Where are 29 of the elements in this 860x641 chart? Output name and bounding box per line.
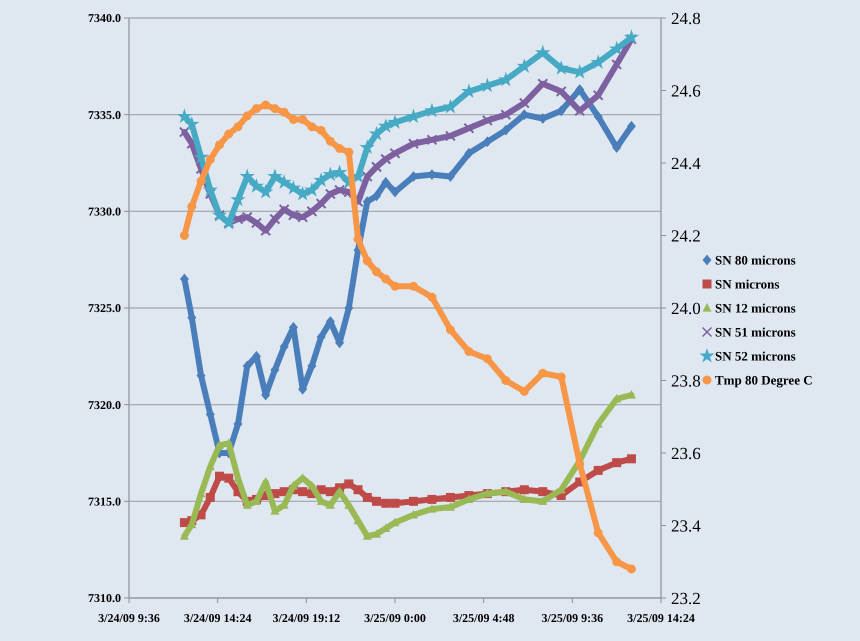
- y2-tick-label: 23.6: [671, 444, 701, 463]
- y-tick-label: 7340.0: [88, 11, 121, 26]
- legend-label: SN 80 microns: [715, 252, 796, 268]
- x-tick-label: 3/25/09 0:00: [364, 611, 426, 625]
- legend-label: Tmp 80 Degree C: [715, 372, 813, 388]
- x-tick-label: 3/24/09 19:12: [272, 611, 340, 625]
- y2-tick-label: 24.4: [671, 154, 702, 173]
- legend-label: SN microns: [715, 276, 780, 292]
- y2-tick-label: 24.0: [671, 298, 701, 318]
- y2-tick-label: 23.2: [671, 588, 701, 608]
- legend-label: SN 12 microns: [715, 300, 796, 316]
- x-tick-label: 3/25/09 14:24: [627, 611, 695, 625]
- x-tick-label: 3/24/09 9:36: [98, 611, 160, 625]
- y-tick-label: 7310.0: [88, 591, 121, 606]
- y2-tick-label: 23.8: [671, 371, 701, 390]
- legend-label: SN 51 microns: [715, 324, 796, 340]
- y-tick-label: 7325.0: [88, 301, 121, 316]
- y-tick-label: 7335.0: [88, 108, 121, 122]
- y-tick-label: 7330.0: [88, 204, 121, 219]
- y2-tick-label: 24.2: [671, 226, 701, 246]
- y-tick-label: 7315.0: [88, 494, 121, 509]
- y2-tick-label: 23.4: [671, 516, 702, 536]
- y2-tick-label: 24.6: [671, 81, 701, 100]
- x-tick-label: 3/25/09 4:48: [452, 611, 515, 625]
- x-tick-label: 3/25/09 9:36: [541, 611, 604, 625]
- legend-label: SN 52 microns: [715, 348, 796, 364]
- y2-tick-label: 24.8: [671, 8, 701, 28]
- x-tick-label: 3/24/09 14:24: [184, 611, 252, 625]
- y-tick-label: 7320.0: [88, 398, 121, 412]
